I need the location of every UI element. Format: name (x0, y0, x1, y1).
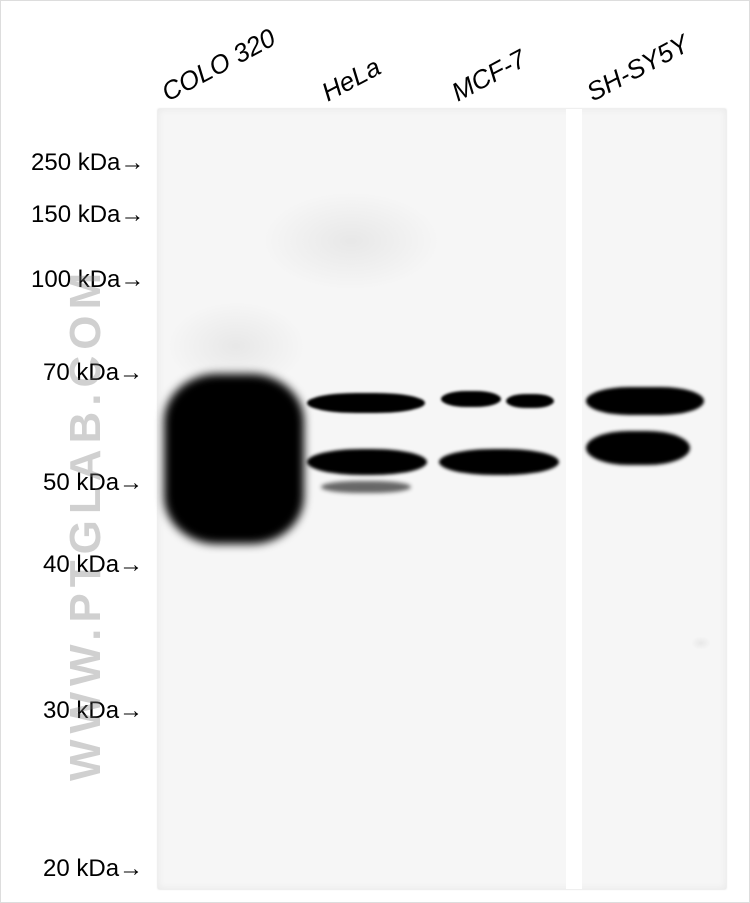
band-SH-SY5Y-upper (586, 387, 704, 415)
band-MCF-7-lower (439, 449, 559, 475)
smudge-2 (691, 636, 711, 650)
band-MCF-7-upper-a (441, 391, 501, 407)
lane-label-3: SH-SY5Y (581, 28, 694, 108)
marker-label-3: 70 kDa→ (43, 359, 143, 387)
marker-label-4: 50 kDa→ (43, 469, 143, 497)
band-SH-SY5Y-lower (586, 431, 690, 465)
marker-label-1: 150 kDa→ (31, 201, 144, 229)
marker-label-7: 20 kDa→ (43, 855, 143, 883)
marker-label-6: 30 kDa→ (43, 697, 143, 725)
band-HeLa (307, 449, 427, 475)
western-blot-figure: COLO 320 HeLa MCF-7 SH-SY5Y 250 kDa→ 150 kDa→… (0, 0, 750, 903)
lane-label-2: MCF-7 (446, 43, 531, 108)
band-HeLa (321, 481, 411, 493)
membrane-gap (566, 109, 582, 889)
smudge-1 (261, 191, 441, 291)
marker-label-5: 40 kDa→ (43, 551, 143, 579)
band-COLO 320 (164, 374, 304, 544)
band-MCF-7-upper-b (506, 394, 554, 408)
lane-label-0: COLO 320 (156, 22, 280, 108)
band-HeLa (307, 393, 425, 413)
lane-label-1: HeLa (316, 51, 385, 108)
marker-label-0: 250 kDa→ (31, 149, 144, 177)
marker-label-2: 100 kDa→ (31, 266, 144, 294)
